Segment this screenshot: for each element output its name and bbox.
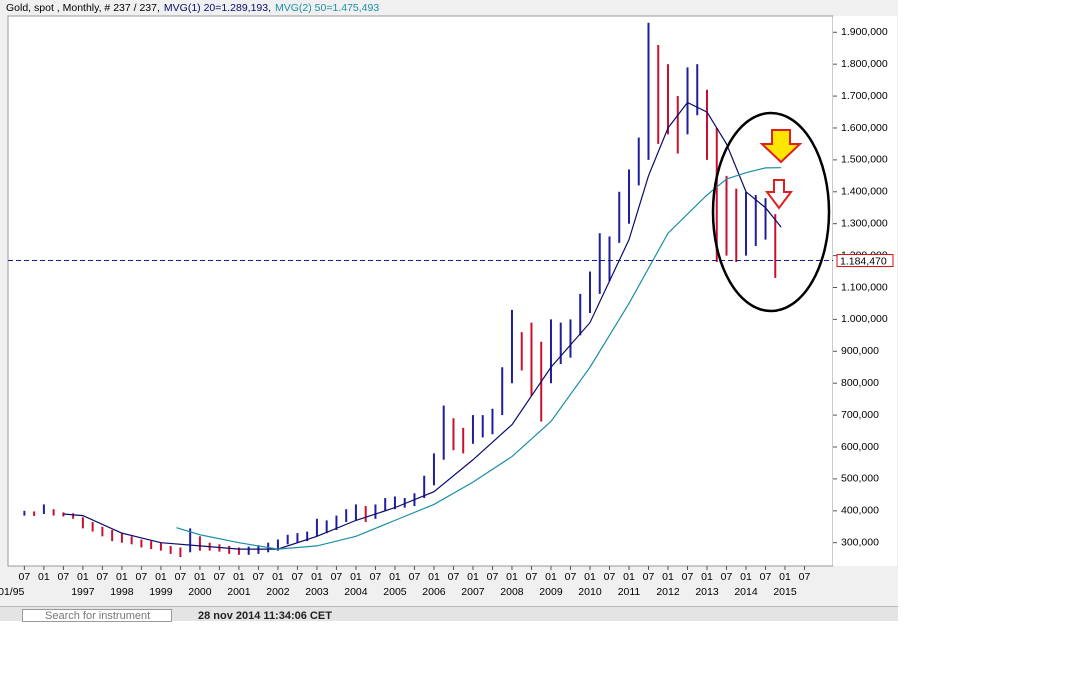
x-year-label: 2005	[383, 586, 407, 598]
x-year-label: 1997	[71, 586, 95, 598]
x-year-label: 2013	[695, 586, 719, 598]
x-tick-label: 01	[584, 571, 596, 583]
search-input[interactable]: Search for instrument	[22, 609, 172, 622]
legend-ma1: MVG(1) 20=1.289,193,	[164, 2, 271, 14]
x-tick-label: 07	[292, 571, 304, 583]
x-tick-label: 01	[116, 571, 128, 583]
y-tick-label: 1.700,000	[841, 90, 888, 102]
x-tick-label: 01	[38, 571, 50, 583]
x-year-label: 2001	[227, 586, 251, 598]
chart: Gold, spot , Monthly, # 237 / 237, MVG(1…	[0, 2, 897, 598]
x-tick-label: 01	[350, 571, 362, 583]
x-tick-label: 07	[721, 571, 733, 583]
y-tick-label: 1.100,000	[841, 281, 888, 293]
x-year-label: 2011	[618, 586, 641, 598]
x-tick-label: 01	[194, 571, 206, 583]
y-tick-label: 900,000	[841, 345, 879, 357]
x-tick-label: 01	[428, 571, 440, 583]
x-year-label: 2003	[305, 586, 329, 598]
highlight-ellipse	[711, 111, 831, 313]
y-tick-label: 1.300,000	[841, 217, 888, 229]
x-tick-label: 07	[565, 571, 577, 583]
last-price-box	[836, 254, 894, 268]
x-tick-label: 01	[77, 571, 89, 583]
x-tick-label: 07	[175, 571, 187, 583]
x-year-label: 2008	[500, 586, 524, 598]
x-tick-label: 07	[682, 571, 694, 583]
moving-average	[176, 167, 782, 550]
x-tick-label: 01	[662, 571, 674, 583]
x-tick-label: 07	[526, 571, 538, 583]
plot-area	[7, 15, 834, 567]
last-price-label: 1.184,470	[840, 255, 887, 267]
x-tick-label: 07	[58, 571, 70, 583]
x-tick-label: 01	[506, 571, 518, 583]
x-tick-label: 01	[155, 571, 167, 583]
footer-bar: Search for instrument 28 nov 2014 11:34:…	[0, 606, 898, 622]
x-tick-label: 07	[253, 571, 265, 583]
x-year-label: 2004	[344, 586, 368, 598]
x-year-label: 2010	[578, 586, 602, 598]
x-tick-label: 01	[311, 571, 323, 583]
x-tick-label: 01	[272, 571, 284, 583]
x-year-label: 2007	[461, 586, 485, 598]
y-tick-label: 1.800,000	[841, 58, 888, 70]
x-tick-label: 07	[409, 571, 421, 583]
x-year-label: 2012	[656, 586, 680, 598]
yellow-arrow	[759, 129, 803, 164]
x-tick-label: 07	[214, 571, 226, 583]
y-tick-label: 1.000,000	[841, 313, 888, 325]
y-tick-label: 1.600,000	[841, 122, 888, 134]
x-tick-label: 01	[233, 571, 245, 583]
x-tick-label: 07	[331, 571, 343, 583]
y-tick-label: 1.900,000	[841, 26, 888, 38]
moving-average	[63, 101, 782, 550]
x-tick-label: 07	[604, 571, 616, 583]
y-axis-area	[833, 16, 897, 566]
x-year-label: 2014	[734, 586, 758, 598]
y-tick-label: 1.500,000	[841, 154, 888, 166]
x-year-label: 2006	[422, 586, 446, 598]
x-tick-label: 01	[467, 571, 479, 583]
chart-window: Gold, spot , Monthly, # 237 / 237, MVG(1…	[0, 0, 898, 622]
x-tick-label: 01	[779, 571, 791, 583]
red-arrow	[765, 179, 793, 210]
y-tick-label: 500,000	[841, 473, 879, 485]
y-tick-label: 400,000	[841, 505, 879, 517]
x-year-label: 2015	[773, 586, 797, 598]
x-year-label: 2000	[188, 586, 212, 598]
x-tick-label: 07	[799, 571, 811, 583]
y-tick-label: 700,000	[841, 409, 879, 421]
x-tick-label: 07	[487, 571, 499, 583]
x-tick-label: 07	[448, 571, 460, 583]
x-tick-label: 07	[370, 571, 382, 583]
x-year-label: 2002	[266, 586, 290, 598]
x-tick-label: 07	[136, 571, 148, 583]
x-tick-label: 07	[760, 571, 772, 583]
x-year-label: 2009	[539, 586, 563, 598]
x-tick-label: 01	[389, 571, 401, 583]
x-tick-label: 01	[623, 571, 635, 583]
x-tick-label: 01	[740, 571, 752, 583]
x-tick-label: 01	[545, 571, 557, 583]
x-tick-label: 01	[701, 571, 713, 583]
x-year-label: 1998	[110, 586, 134, 598]
y-tick-label: 1.400,000	[841, 186, 888, 198]
x-tick-label: 07	[19, 571, 31, 583]
timestamp: 28 nov 2014 11:34:06 CET	[198, 610, 332, 622]
legend-ma2: MVG(2) 50=1.475,493	[275, 2, 379, 14]
y-tick-label: 800,000	[841, 377, 879, 389]
x-year-label: 1999	[149, 586, 173, 598]
y-tick-label: 600,000	[841, 441, 879, 453]
header-title: Gold, spot , Monthly, # 237 / 237,	[6, 2, 160, 14]
x-year-label: jul/01/95	[0, 586, 25, 598]
x-tick-label: 07	[97, 571, 109, 583]
x-tick-label: 07	[643, 571, 655, 583]
y-tick-label: 300,000	[841, 536, 879, 548]
